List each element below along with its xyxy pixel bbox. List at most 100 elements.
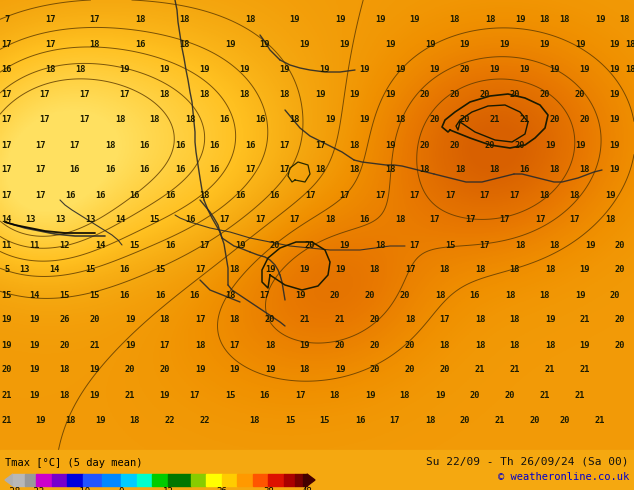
Text: 20: 20 (505, 391, 515, 399)
Text: 17: 17 (480, 191, 490, 199)
Text: 18: 18 (624, 41, 634, 49)
Text: 20: 20 (485, 141, 495, 149)
Bar (207, 474, 222, 486)
Text: 19: 19 (335, 366, 346, 374)
Text: 18: 18 (200, 191, 210, 199)
Text: 18: 18 (314, 166, 325, 174)
Text: 19: 19 (500, 41, 510, 49)
Text: 18: 18 (560, 16, 570, 24)
Text: 22: 22 (200, 416, 210, 424)
Text: 19: 19 (314, 91, 325, 99)
Text: 19: 19 (575, 41, 585, 49)
Bar (13, 474, 25, 486)
Text: 20: 20 (560, 416, 570, 424)
Text: 19: 19 (35, 416, 45, 424)
Text: 19: 19 (435, 391, 445, 399)
Text: 13: 13 (25, 216, 36, 224)
Text: 17: 17 (35, 141, 45, 149)
Text: 19: 19 (160, 391, 171, 399)
Text: 20: 20 (480, 91, 490, 99)
Text: 19: 19 (610, 116, 620, 124)
Text: 20: 20 (2, 366, 12, 374)
Text: 19: 19 (2, 341, 12, 349)
Text: 17: 17 (195, 266, 205, 274)
Text: 18: 18 (385, 166, 395, 174)
Text: 16: 16 (2, 66, 12, 74)
Text: 18: 18 (330, 391, 340, 399)
Text: 18: 18 (350, 141, 360, 149)
Text: 20: 20 (460, 116, 470, 124)
Text: 17: 17 (375, 191, 385, 199)
Text: 17: 17 (245, 166, 256, 174)
Text: 18: 18 (485, 16, 495, 24)
Text: 17: 17 (480, 241, 490, 249)
Text: 18: 18 (550, 166, 560, 174)
Text: 38: 38 (263, 487, 274, 490)
Text: 21: 21 (540, 391, 550, 399)
Text: 15: 15 (444, 241, 455, 249)
Text: 20: 20 (615, 316, 625, 324)
Text: 18: 18 (75, 66, 85, 74)
Text: 19: 19 (94, 416, 105, 424)
Text: 19: 19 (575, 291, 585, 299)
Text: 16: 16 (155, 291, 165, 299)
Text: 18: 18 (200, 91, 210, 99)
Text: 18: 18 (115, 116, 126, 124)
Text: 17: 17 (570, 216, 580, 224)
Text: 15: 15 (224, 391, 235, 399)
Text: 12: 12 (162, 487, 173, 490)
Text: 17: 17 (230, 341, 240, 349)
Text: 20: 20 (265, 316, 275, 324)
Text: 0: 0 (119, 487, 124, 490)
Text: 20: 20 (530, 416, 540, 424)
Bar (67, 474, 82, 486)
Text: 20: 20 (160, 366, 171, 374)
Text: 17: 17 (290, 216, 301, 224)
Text: 18: 18 (130, 416, 140, 424)
Text: 48: 48 (302, 487, 313, 490)
Text: 18: 18 (510, 266, 521, 274)
Text: 19: 19 (2, 316, 12, 324)
Text: 18: 18 (540, 291, 550, 299)
Text: 26: 26 (60, 316, 70, 324)
Text: 18: 18 (65, 416, 75, 424)
Text: 16: 16 (220, 116, 230, 124)
Text: 17: 17 (500, 216, 510, 224)
Polygon shape (307, 474, 315, 486)
Text: 17: 17 (35, 191, 45, 199)
Text: 19: 19 (545, 141, 555, 149)
Text: 16: 16 (260, 391, 270, 399)
Text: 18: 18 (489, 166, 500, 174)
Text: 19: 19 (335, 266, 346, 274)
Text: 17: 17 (465, 216, 476, 224)
Text: 19: 19 (595, 16, 605, 24)
Text: 17: 17 (534, 216, 545, 224)
Text: 17: 17 (510, 191, 521, 199)
Text: 18: 18 (230, 266, 240, 274)
Text: 18: 18 (624, 66, 634, 74)
Text: 19: 19 (579, 66, 590, 74)
Text: 17: 17 (220, 216, 230, 224)
Text: 16: 16 (65, 191, 75, 199)
Text: 20: 20 (400, 291, 410, 299)
Text: 17: 17 (45, 16, 55, 24)
Text: 19: 19 (300, 341, 310, 349)
Text: 16: 16 (120, 291, 130, 299)
Bar (137, 474, 152, 486)
Text: 17: 17 (2, 91, 12, 99)
Text: 19: 19 (120, 66, 130, 74)
Text: 18: 18 (510, 316, 521, 324)
Text: 18: 18 (455, 166, 465, 174)
Text: 18: 18 (184, 116, 195, 124)
Text: 17: 17 (190, 391, 200, 399)
Text: 18: 18 (545, 266, 555, 274)
Text: 19: 19 (260, 41, 270, 49)
Text: 18: 18 (160, 91, 171, 99)
Text: 15: 15 (2, 291, 12, 299)
Text: 18: 18 (425, 416, 436, 424)
Text: 21: 21 (579, 316, 590, 324)
Bar (222, 474, 237, 486)
Text: 21: 21 (595, 416, 605, 424)
Text: 20: 20 (460, 66, 470, 74)
Text: 18: 18 (195, 341, 205, 349)
